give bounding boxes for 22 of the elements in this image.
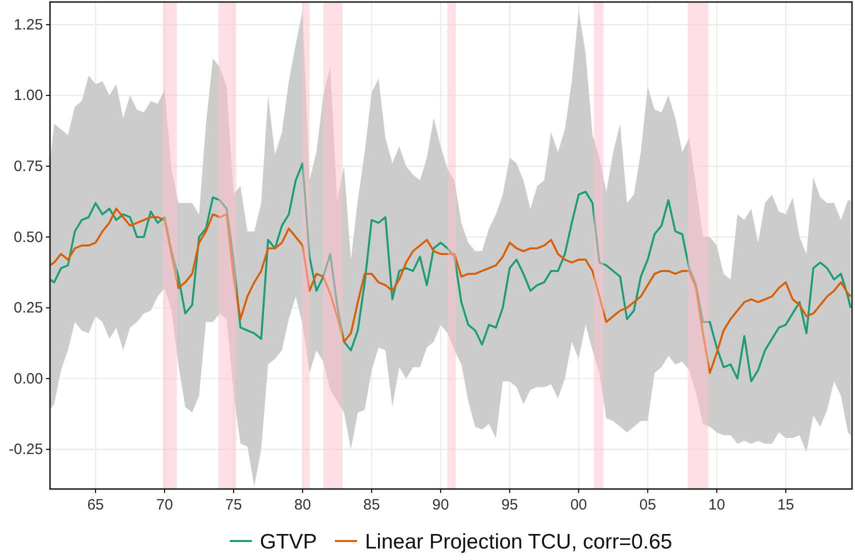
x-tick-label: 10	[708, 496, 726, 514]
x-tick-label: 90	[432, 496, 449, 514]
x-tick-label: 85	[363, 496, 380, 514]
y-tick-label: 0.00	[14, 370, 43, 388]
x-tick-label: 70	[156, 496, 173, 514]
y-tick-label: -0.25	[8, 441, 43, 458]
x-tick-label: 00	[570, 496, 588, 514]
legend-label: GTVP	[260, 530, 317, 554]
x-tick-label: 15	[777, 496, 794, 514]
y-tick-label: 1.25	[14, 16, 43, 34]
y-tick-label: 0.75	[14, 158, 43, 176]
x-tick-label: 65	[87, 496, 104, 514]
x-tick-label: 80	[294, 496, 311, 514]
y-tick-label: 1.00	[14, 87, 43, 104]
y-tick-label: 0.50	[14, 228, 43, 246]
y-tick-label: 0.25	[14, 300, 43, 317]
legend-label: Linear Projection TCU, corr=0.65	[365, 530, 672, 554]
x-tick-label: 95	[501, 496, 518, 514]
x-tick-label: 05	[639, 496, 656, 514]
line-series	[49, 162, 852, 382]
x-tick-label: 75	[225, 496, 242, 514]
line-series	[49, 208, 852, 374]
